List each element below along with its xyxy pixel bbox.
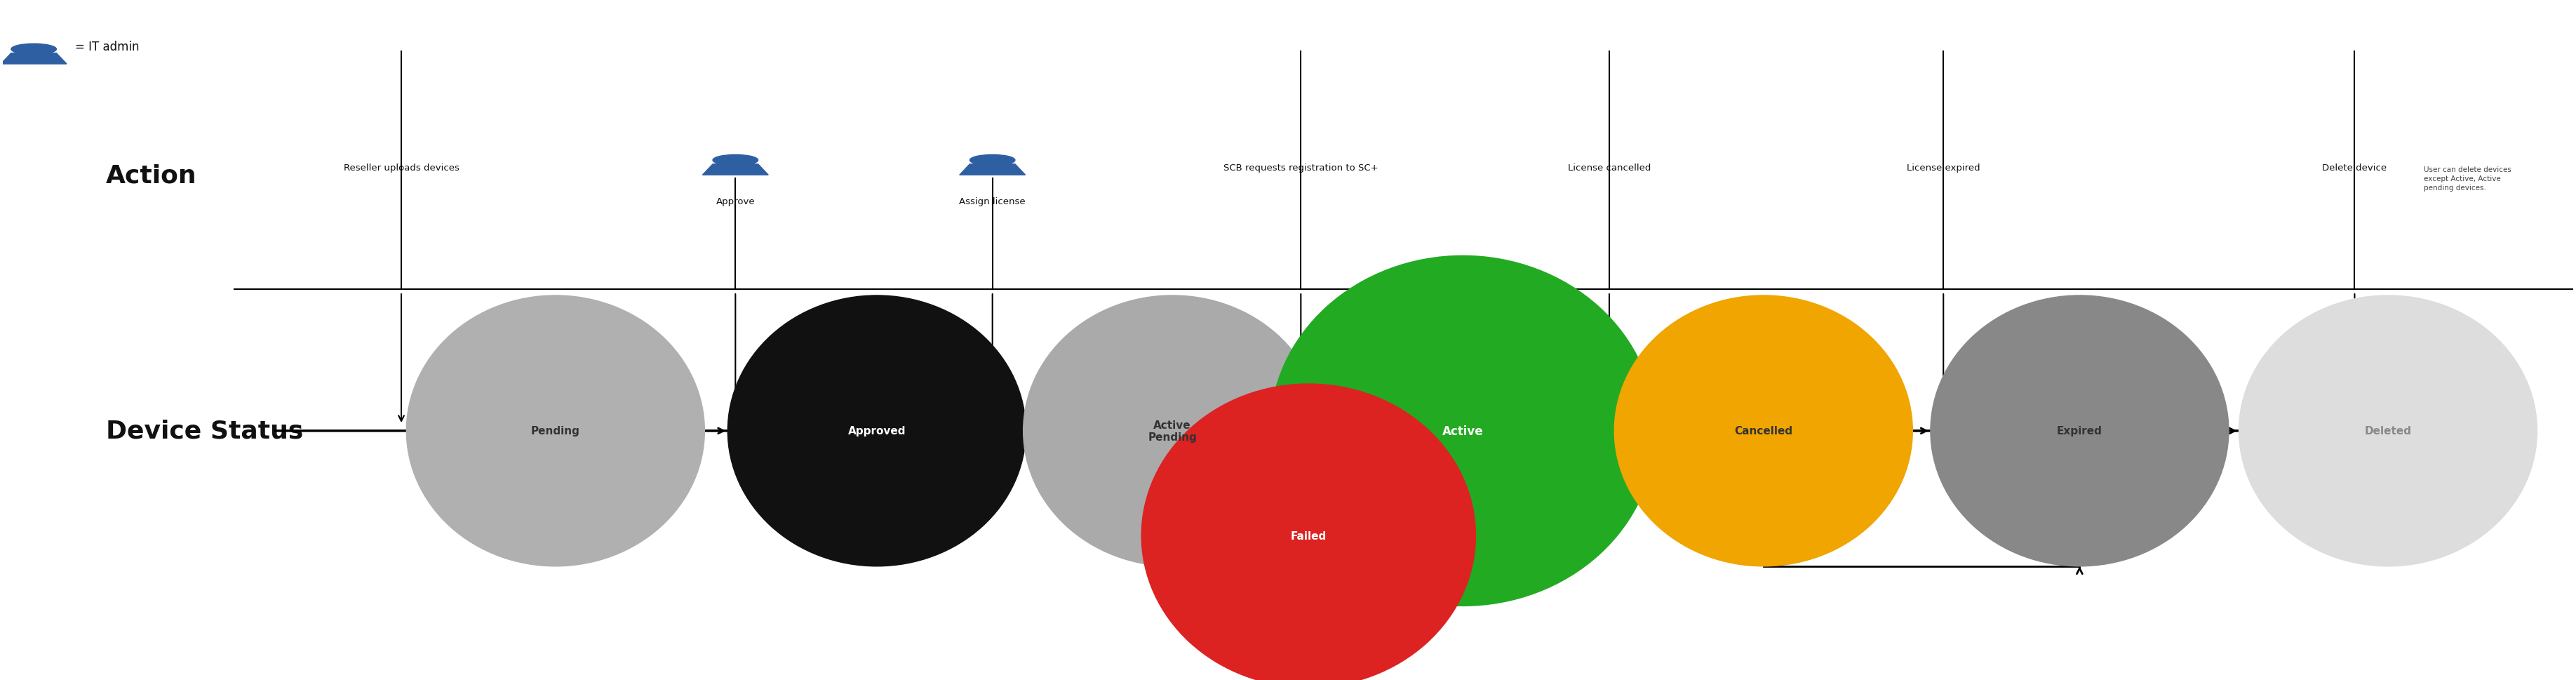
Polygon shape (703, 165, 768, 175)
Circle shape (714, 155, 757, 166)
Text: Pending: Pending (531, 426, 580, 437)
Ellipse shape (407, 296, 706, 566)
Ellipse shape (1023, 296, 1321, 566)
Text: SC+ return
"Fail": SC+ return "Fail" (1172, 469, 1221, 488)
Text: Failed: Failed (1291, 530, 1327, 541)
Text: SCB requests registration to SC+: SCB requests registration to SC+ (1224, 163, 1378, 172)
Text: Active: Active (1443, 425, 1484, 437)
Ellipse shape (1270, 256, 1656, 606)
Text: Delete device: Delete device (2324, 163, 2388, 172)
Text: Approved: Approved (848, 426, 907, 437)
Text: Expired: Expired (2056, 426, 2102, 437)
Text: Cancelled: Cancelled (1734, 426, 1793, 437)
Polygon shape (0, 54, 67, 65)
Text: License expired: License expired (1906, 163, 1981, 172)
Text: Assign license: Assign license (958, 197, 1025, 206)
Text: Upload status: Upload status (523, 500, 587, 509)
Text: Deleted: Deleted (2365, 426, 2411, 437)
Ellipse shape (1929, 296, 2228, 566)
Text: Approve: Approve (716, 197, 755, 206)
Ellipse shape (1141, 384, 1476, 680)
Polygon shape (958, 165, 1025, 175)
Ellipse shape (2239, 296, 2537, 566)
Text: Device Status: Device Status (106, 419, 304, 443)
Text: Action: Action (106, 163, 196, 187)
Text: Reseller uploads devices: Reseller uploads devices (343, 163, 459, 172)
Ellipse shape (1615, 296, 1911, 566)
Text: Active
Pending: Active Pending (1149, 420, 1198, 443)
Text: User can delete devices
except Active, Active
pending devices.: User can delete devices except Active, A… (2424, 166, 2512, 192)
Circle shape (10, 44, 57, 55)
Text: License cancelled: License cancelled (1569, 163, 1651, 172)
Circle shape (969, 155, 1015, 166)
Text: = IT admin: = IT admin (75, 41, 139, 54)
Ellipse shape (726, 296, 1025, 566)
